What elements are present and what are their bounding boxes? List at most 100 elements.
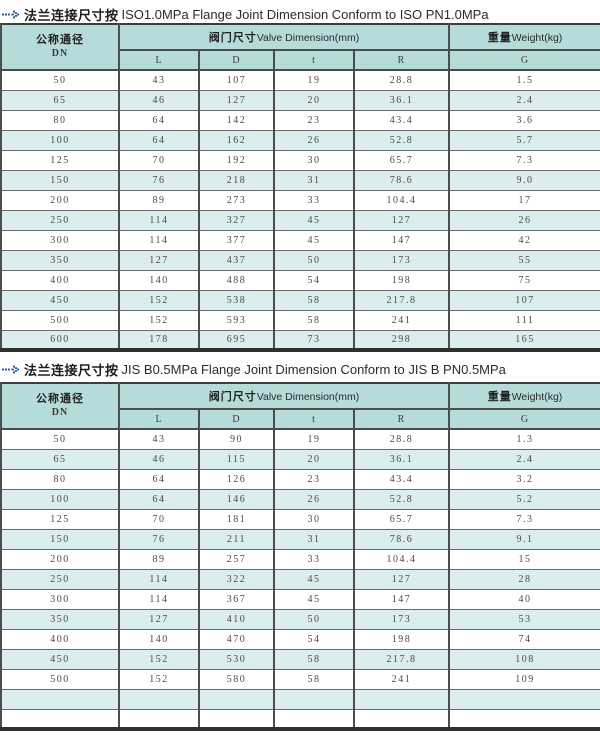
table-cell: 109 <box>448 668 600 690</box>
column-header-valve-dimension: 阀门尺寸Valve Dimension(mm) <box>118 23 450 51</box>
table-cell: 111 <box>448 309 600 331</box>
table-cell: 3.2 <box>448 468 600 490</box>
section-title-iso: 法兰连接尺寸按 ISO1.0MPa Flange Joint Dimension… <box>0 0 600 23</box>
table-cell: 45 <box>273 588 355 610</box>
table-cell: 28 <box>448 568 600 590</box>
table-cell: 152 <box>118 289 200 311</box>
table-cell: 400 <box>0 269 120 291</box>
table-cell: 26 <box>273 129 355 151</box>
table-cell: 46 <box>118 89 200 111</box>
table-cell: 162 <box>198 129 275 151</box>
table-header-sub-row: L D t R G <box>1 49 600 71</box>
table-row: 400 140 470 54 198 74 <box>0 628 600 650</box>
table-cell <box>448 688 600 710</box>
table-cell: 192 <box>198 149 275 171</box>
jis-flange-table: 公称通径 DN 阀门尺寸Valve Dimension(mm) 重量Weight… <box>0 382 600 731</box>
table-row: 150 76 211 31 78.6 9.1 <box>0 528 600 550</box>
table-cell: 76 <box>118 528 200 550</box>
table-cell: 65 <box>0 89 120 111</box>
table-cell: 45 <box>273 568 355 590</box>
section-title-en: ISO1.0MPa Flange Joint Dimension Conform… <box>121 6 489 22</box>
table-cell: 53 <box>448 608 600 630</box>
table-cell: 64 <box>118 468 200 490</box>
dashed-arrow-icon <box>2 10 19 19</box>
table-row: 250 114 322 45 127 28 <box>0 568 600 590</box>
table-cell: 73 <box>273 329 355 351</box>
table-cell: 28.8 <box>353 428 450 450</box>
table-cell <box>448 708 600 730</box>
table-row: 350 127 437 50 173 55 <box>0 249 600 271</box>
table-cell: 75 <box>448 269 600 291</box>
table-row: 200 89 257 33 104.4 15 <box>0 548 600 570</box>
table-cell: 54 <box>273 269 355 291</box>
table-header-sub-row: L D t R G <box>1 408 600 430</box>
table-cell: 178 <box>118 329 200 351</box>
table-row: 300 114 367 45 147 40 <box>0 588 600 610</box>
table-cell: 250 <box>0 209 120 231</box>
table-cell: 33 <box>273 189 355 211</box>
table-cell: 19 <box>273 428 355 450</box>
table-cell: 43 <box>118 69 200 91</box>
table-cell: 367 <box>198 588 275 610</box>
table-cell: 104.4 <box>353 189 450 211</box>
table-cell: 31 <box>273 169 355 191</box>
table-row: 600 178 695 73 298 165 <box>0 329 600 351</box>
table-cell: 1.5 <box>448 69 600 91</box>
column-header-weight: 重量Weight(kg) <box>448 23 600 51</box>
table-row: 50 43 90 19 28.8 1.3 <box>0 428 600 450</box>
table-cell: 530 <box>198 648 275 670</box>
table-cell: 46 <box>118 448 200 470</box>
table-cell: 104.4 <box>353 548 450 570</box>
table-cell: 273 <box>198 189 275 211</box>
table-cell: 410 <box>198 608 275 630</box>
dn-label-zh: 公称通径 <box>36 392 84 405</box>
table-cell: 78.6 <box>353 528 450 550</box>
table-cell <box>118 688 200 710</box>
table-cell: 9.1 <box>448 528 600 550</box>
table-cell: 127 <box>353 568 450 590</box>
table-cell: 217.8 <box>353 648 450 670</box>
dn-label-en: DN <box>51 47 69 59</box>
table-cell: 300 <box>0 588 120 610</box>
table-cell: 695 <box>198 329 275 351</box>
table-row: 150 76 218 31 78.6 9.0 <box>0 169 600 191</box>
table-cell <box>198 708 275 730</box>
table-cell: 152 <box>118 309 200 331</box>
table-row: 50 43 107 19 28.8 1.5 <box>0 69 600 91</box>
table-cell: 538 <box>198 289 275 311</box>
table-cell: 30 <box>273 149 355 171</box>
table-cell: 147 <box>353 588 450 610</box>
table-cell: 33 <box>273 548 355 570</box>
table-cell: 20 <box>273 448 355 470</box>
table-row: 400 140 488 54 198 75 <box>0 269 600 291</box>
table-cell: 23 <box>273 109 355 131</box>
table-cell: 100 <box>0 129 120 151</box>
table-cell: 90 <box>198 428 275 450</box>
table-cell: 257 <box>198 548 275 570</box>
table-cell: 15 <box>448 548 600 570</box>
table-cell: 470 <box>198 628 275 650</box>
column-header-D: D <box>198 49 275 71</box>
table-cell: 50 <box>0 69 120 91</box>
table-cell: 50 <box>0 428 120 450</box>
table-cell: 108 <box>448 648 600 670</box>
column-header-G: G <box>448 49 600 71</box>
table-cell: 488 <box>198 269 275 291</box>
table-cell: 114 <box>118 568 200 590</box>
table-cell: 80 <box>0 109 120 131</box>
table-cell: 40 <box>448 588 600 610</box>
table-cell: 437 <box>198 249 275 271</box>
table-cell: 89 <box>118 189 200 211</box>
table-cell: 127 <box>118 608 200 630</box>
table-cell: 152 <box>118 668 200 690</box>
table-cell: 593 <box>198 309 275 331</box>
table-cell: 211 <box>198 528 275 550</box>
table-row: 80 64 142 23 43.4 3.6 <box>0 109 600 131</box>
table-cell: 65 <box>0 448 120 470</box>
table-cell: 125 <box>0 508 120 530</box>
table-cell: 3.6 <box>448 109 600 131</box>
table-cell: 298 <box>353 329 450 351</box>
table-cell: 181 <box>198 508 275 530</box>
table-header-group-row: 公称通径 DN 阀门尺寸Valve Dimension(mm) 重量Weight… <box>0 23 600 71</box>
table-cell <box>0 688 120 710</box>
